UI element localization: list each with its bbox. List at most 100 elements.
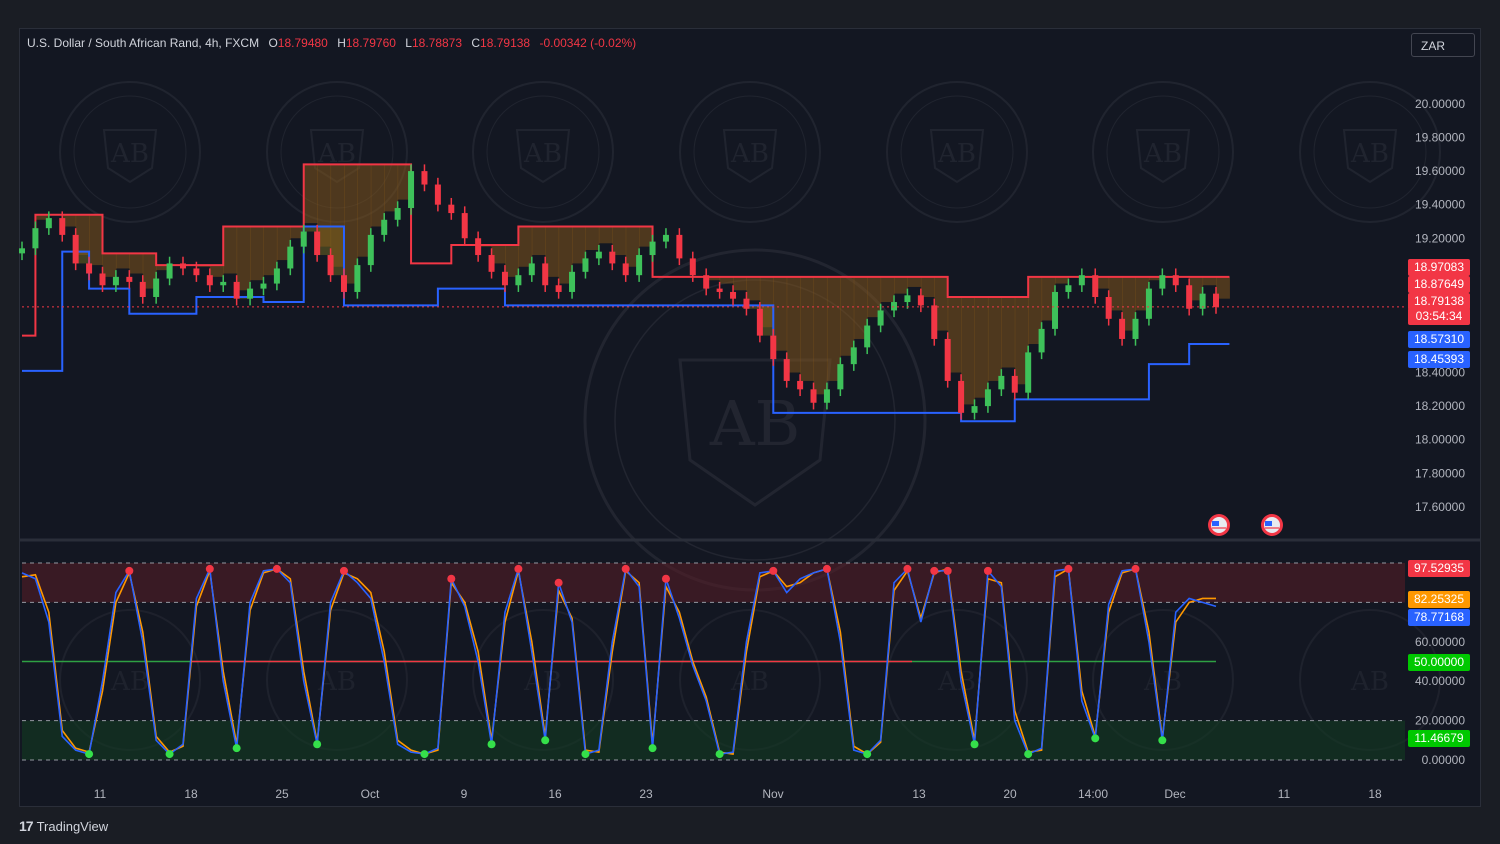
candle <box>179 256 186 276</box>
buy-signal-dot <box>715 750 724 759</box>
resistance-zone <box>558 226 573 284</box>
candle <box>126 270 133 289</box>
high-label: H <box>337 36 346 50</box>
resistance-zone <box>572 226 586 264</box>
buy-signal-dot <box>581 750 590 759</box>
candle <box>461 206 468 245</box>
resistance-zone <box>303 164 318 224</box>
economic-events[interactable] <box>1208 514 1283 536</box>
sell-signal-dot <box>983 566 992 575</box>
candle <box>609 244 616 271</box>
price-tag: 18.57310 <box>1408 331 1470 348</box>
price-tag: 03:54:34 <box>1408 308 1470 325</box>
symbol-legend[interactable]: U.S. Dollar / South African Rand, 4h, FX… <box>27 36 636 50</box>
resistance-zone <box>62 214 77 227</box>
svg-text:AB: AB <box>730 667 769 697</box>
candle <box>421 164 428 192</box>
candle <box>273 261 280 291</box>
high-value: 18.79760 <box>345 36 396 50</box>
us-flag-event-icon[interactable] <box>1261 514 1283 536</box>
candle <box>689 251 696 282</box>
candle <box>971 399 978 420</box>
time-tick: 20 <box>1003 787 1017 801</box>
candle <box>1145 281 1152 326</box>
candle <box>247 281 254 306</box>
svg-text:82.25325: 82.25325 <box>1414 592 1464 606</box>
svg-text:AB: AB <box>1143 139 1182 169</box>
candle <box>622 256 629 282</box>
chart-frame[interactable] <box>19 28 1481 807</box>
candle <box>408 164 415 215</box>
candle <box>381 213 388 242</box>
candle <box>904 288 911 309</box>
resistance-zone <box>1122 276 1137 331</box>
resistance-zone <box>585 226 600 250</box>
candle <box>958 374 965 420</box>
svg-text:AB: AB <box>937 139 976 169</box>
open-value: 18.79480 <box>277 36 328 50</box>
candle <box>19 241 25 261</box>
watermark-logo-icon: AB <box>59 81 201 223</box>
price-tick: 18.00000 <box>1415 433 1465 447</box>
price-tick: 19.80000 <box>1415 131 1465 145</box>
candle <box>569 265 576 299</box>
candle <box>112 270 119 292</box>
resistance-zone <box>491 244 506 264</box>
candle <box>542 256 549 292</box>
svg-text:AB: AB <box>1350 667 1389 697</box>
price-tag: 18.97083 <box>1408 259 1470 276</box>
svg-text:50.00000: 50.00000 <box>1414 655 1464 669</box>
oscillator-tag: 50.00000 <box>1408 654 1470 671</box>
resistance-zone <box>612 226 627 256</box>
time-tick: 11 <box>1278 787 1291 801</box>
resistance-zone <box>531 226 546 256</box>
support-zone <box>303 226 318 232</box>
candle <box>837 357 844 397</box>
svg-text:18.97083: 18.97083 <box>1414 260 1464 274</box>
candle <box>515 268 522 292</box>
buy-signal-dot <box>165 750 174 759</box>
resistance-zone <box>357 164 372 257</box>
oscillator-tag: 82.25325 <box>1408 591 1470 608</box>
support-zone <box>75 251 90 264</box>
sell-signal-dot <box>554 578 563 587</box>
resistance-zone <box>773 276 788 351</box>
price-tick: 19.20000 <box>1415 231 1465 245</box>
candle <box>891 295 898 318</box>
svg-text:18.79138: 18.79138 <box>1414 294 1464 308</box>
resistance-zone <box>504 244 519 277</box>
price-tick: 19.60000 <box>1415 164 1465 178</box>
sell-signal-dot <box>661 574 670 583</box>
us-flag-event-icon[interactable] <box>1208 514 1230 536</box>
tradingview-branding[interactable]: 17 TradingView <box>19 818 108 834</box>
watermark-logo-icon: AB <box>886 81 1028 223</box>
candle <box>797 374 804 397</box>
sell-signal-dot <box>621 564 630 573</box>
resistance-zone <box>236 226 251 291</box>
candle <box>394 201 401 227</box>
svg-text:AB: AB <box>730 139 769 169</box>
candle <box>944 332 951 388</box>
resistance-zone <box>1001 297 1016 368</box>
price-tick: 18.20000 <box>1415 399 1465 413</box>
time-tick: 18 <box>184 787 198 801</box>
resistance-zone <box>826 276 841 381</box>
time-tick: 23 <box>639 787 653 801</box>
candle <box>45 211 52 235</box>
resistance-zone <box>1055 276 1069 284</box>
time-tick: Oct <box>361 787 380 801</box>
resistance-zone <box>384 164 399 212</box>
sell-signal-dot <box>903 564 912 573</box>
candle <box>1078 268 1085 292</box>
symbol-title[interactable]: U.S. Dollar / South African Rand, 4h, FX… <box>27 36 260 50</box>
resistance-zone <box>35 214 50 220</box>
resistance-zone <box>250 226 264 281</box>
candle <box>582 251 589 279</box>
candle <box>434 177 441 212</box>
candle <box>367 228 374 272</box>
resistance-zone <box>840 276 855 356</box>
support-line <box>22 225 1230 423</box>
sell-signal-dot <box>1131 564 1140 573</box>
currency-button[interactable]: ZAR <box>1411 33 1475 57</box>
